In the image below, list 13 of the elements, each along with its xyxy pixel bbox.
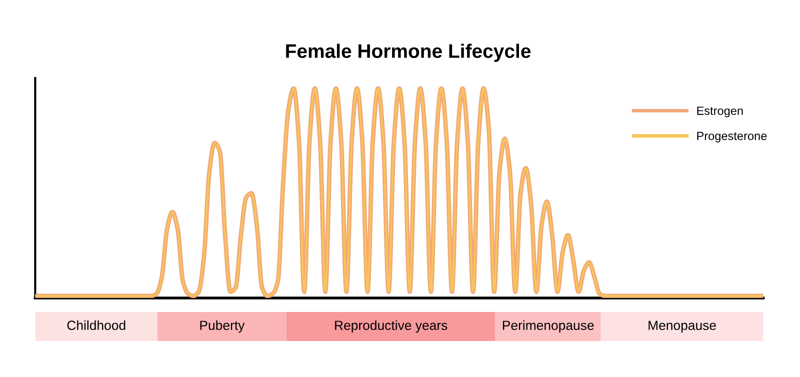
series-label: Childhood — [67, 320, 126, 330]
series-label: Menopause — [648, 320, 716, 333]
bar — [35, 312, 158, 341]
legend-label: Progesterone — [697, 132, 767, 142]
bar — [286, 312, 496, 341]
bar — [600, 312, 764, 341]
legend-label: Estrogen — [697, 106, 743, 118]
bar — [495, 312, 601, 341]
series-label: Reproductive years — [335, 320, 448, 333]
chart-title: Female Hormone Lifecycle — [286, 44, 531, 62]
series-label: Perimenopause — [502, 320, 594, 333]
bar — [158, 312, 286, 341]
series-label: Puberty — [200, 320, 245, 333]
